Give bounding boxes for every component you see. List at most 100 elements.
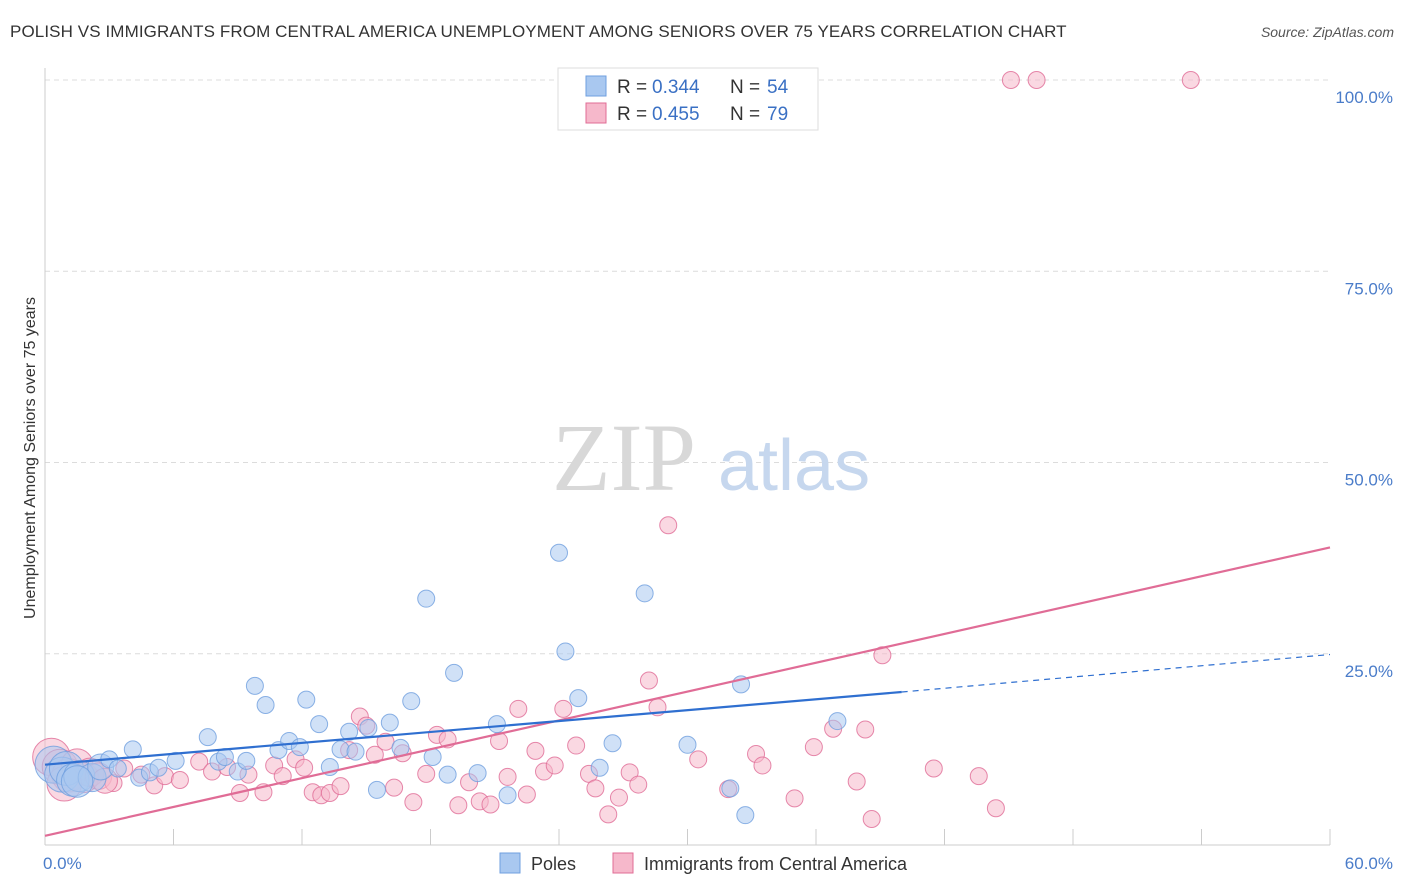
poles-point-32 xyxy=(380,713,399,732)
poles-point-18 xyxy=(237,751,256,770)
immigrants-point-69 xyxy=(862,809,881,828)
poles-point-34 xyxy=(402,692,421,711)
poles-point-46 xyxy=(603,734,622,753)
poles-point-23 xyxy=(290,738,309,757)
legend-n-label-1: N = xyxy=(730,77,760,98)
legend-r-label-2: R = xyxy=(617,104,647,125)
trend-line-poles xyxy=(44,690,902,766)
chart-title: POLISH VS IMMIGRANTS FROM CENTRAL AMERIC… xyxy=(10,22,1067,41)
trend-line-immigrants xyxy=(44,546,1331,837)
immigrants-point-22 xyxy=(295,758,314,777)
y-tick-label-0: 25.0% xyxy=(1345,662,1393,681)
poles-point-39 xyxy=(468,764,487,783)
poles-point-37 xyxy=(438,765,457,784)
poles-point-14 xyxy=(198,728,217,747)
immigrants-point-12 xyxy=(170,770,189,789)
poles-point-47 xyxy=(635,584,654,603)
immigrants-point-46 xyxy=(526,741,545,760)
legend-box: R = 0.344 N = 54 R = 0.455 N = 79 xyxy=(557,67,819,131)
immigrants-point-13 xyxy=(190,752,209,771)
poles-point-38 xyxy=(445,663,464,682)
immigrants-point-34 xyxy=(404,793,423,812)
immigrants-point-50 xyxy=(567,736,586,755)
immigrants-point-53 xyxy=(599,805,618,824)
x-tick-label-1: 60.0% xyxy=(1345,854,1393,873)
immigrants-point-73 xyxy=(986,799,1005,818)
legend-swatch-immigrants xyxy=(585,102,607,124)
legend-n-value-1: 54 xyxy=(767,77,789,98)
bottom-legend-swatch-immigrants xyxy=(612,852,634,874)
immigrants-point-68 xyxy=(856,720,875,739)
immigrants-point-48 xyxy=(545,756,564,775)
immigrants-point-71 xyxy=(924,759,943,778)
immigrants-point-56 xyxy=(629,775,648,794)
series-poles-points xyxy=(34,543,847,825)
poles-point-43 xyxy=(556,642,575,661)
immigrants-point-26 xyxy=(331,777,350,796)
immigrants-point-63 xyxy=(753,756,772,775)
immigrants-point-76 xyxy=(1181,71,1200,89)
poles-point-28 xyxy=(340,722,359,741)
poles-point-9 xyxy=(123,740,142,759)
bottom-legend-label-poles: Poles xyxy=(531,854,576,874)
poles-point-27 xyxy=(331,740,350,759)
poles-point-25 xyxy=(310,715,329,734)
y-axis-label: Unemployment Among Seniors over 75 years xyxy=(22,297,39,619)
immigrants-point-41 xyxy=(481,795,500,814)
poles-point-19 xyxy=(245,676,264,695)
y-tick-label-1: 50.0% xyxy=(1345,471,1393,490)
poles-point-48 xyxy=(678,735,697,754)
immigrants-point-74 xyxy=(1001,71,1020,89)
immigrants-point-65 xyxy=(804,738,823,757)
y-tick-label-2: 75.0% xyxy=(1345,279,1393,298)
immigrants-point-60 xyxy=(689,750,708,769)
y-tick-label-3: 100.0% xyxy=(1335,88,1393,107)
poles-point-24 xyxy=(297,690,316,709)
poles-point-30 xyxy=(359,718,378,737)
poles-point-52 xyxy=(828,712,847,731)
trend-line-poles-extension xyxy=(901,653,1331,693)
poles-point-8 xyxy=(108,759,127,778)
poles-point-42 xyxy=(550,543,568,562)
bottom-legend-label-immigrants: Immigrants from Central America xyxy=(644,854,908,874)
trend-lines xyxy=(44,546,1331,837)
poles-point-31 xyxy=(367,780,386,799)
axes xyxy=(44,68,1331,846)
legend-r-value-2: 0.455 xyxy=(652,104,700,125)
poles-point-29 xyxy=(346,742,365,761)
poles-point-13 xyxy=(166,751,185,770)
legend-swatch-poles xyxy=(585,75,607,97)
poles-point-16 xyxy=(215,748,234,767)
poles-point-35 xyxy=(417,589,436,608)
tick-labels: 25.0% 50.0% 75.0% 100.0% 0.0% 60.0% xyxy=(43,88,1393,873)
immigrants-point-75 xyxy=(1027,71,1046,89)
legend-n-value-2: 79 xyxy=(767,104,788,125)
poles-point-44 xyxy=(569,689,588,708)
watermark-zip: ZIP xyxy=(552,404,696,511)
poles-point-53 xyxy=(60,765,94,798)
immigrants-point-32 xyxy=(385,778,404,797)
poles-point-20 xyxy=(256,696,275,715)
bottom-legend-swatch-poles xyxy=(499,852,521,874)
immigrants-point-44 xyxy=(509,699,528,718)
immigrants-point-64 xyxy=(785,789,804,808)
poles-point-49 xyxy=(721,779,740,798)
legend-r-value-1: 0.344 xyxy=(652,77,700,98)
poles-point-41 xyxy=(498,786,517,805)
legend-n-label-2: N = xyxy=(730,104,760,125)
gridlines xyxy=(45,79,1330,655)
poles-point-40 xyxy=(487,715,506,734)
source-label: Source: ZipAtlas.com xyxy=(1260,24,1394,40)
x-tick-label-0: 0.0% xyxy=(43,854,82,873)
poles-point-45 xyxy=(590,758,609,777)
immigrants-point-55 xyxy=(620,763,639,782)
immigrants-point-30 xyxy=(365,745,384,764)
immigrants-point-57 xyxy=(639,671,658,690)
watermark-atlas: atlas xyxy=(718,426,870,506)
poles-point-51 xyxy=(736,806,755,825)
immigrants-point-35 xyxy=(417,764,436,783)
immigrants-point-43 xyxy=(498,767,517,786)
immigrants-point-67 xyxy=(847,772,866,791)
poles-point-12 xyxy=(149,758,168,777)
